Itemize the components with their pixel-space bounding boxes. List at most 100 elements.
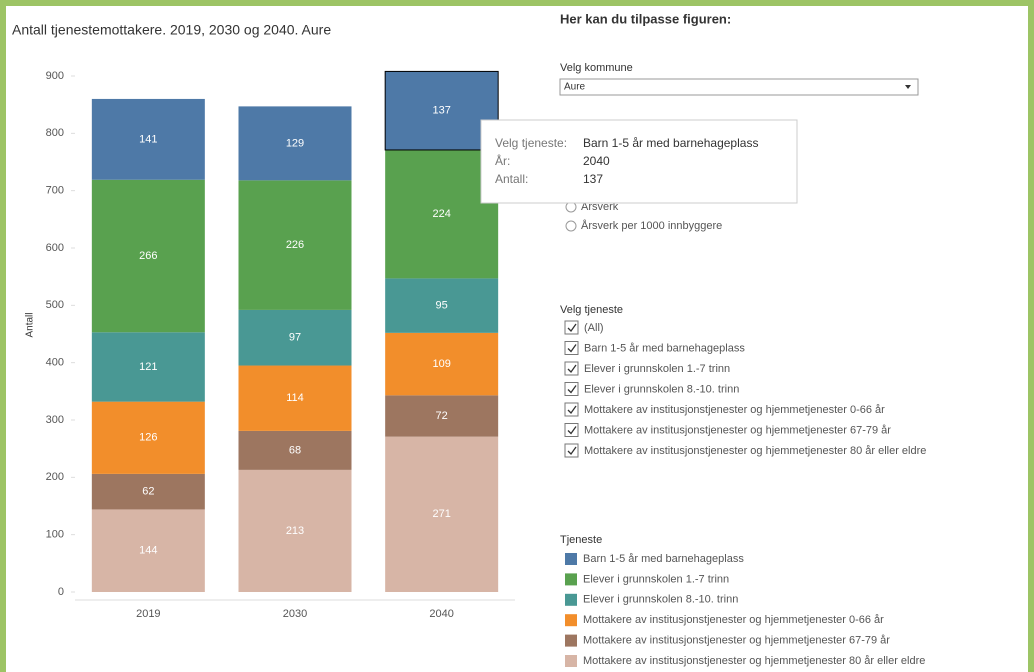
tooltip-value: Barn 1-5 år med barnehageplass	[583, 136, 758, 150]
radio[interactable]	[565, 220, 577, 232]
checkbox-label: Mottakere av institusjonstjenester og hj…	[584, 424, 891, 436]
value-label: 97	[289, 332, 301, 344]
checkbox-label: (All)	[584, 322, 604, 334]
checkbox[interactable]	[564, 382, 579, 396]
bar-segment[interactable]	[238, 106, 352, 181]
bar-segment[interactable]	[238, 180, 352, 310]
value-label: 137	[432, 105, 450, 117]
bar-segment[interactable]	[238, 469, 352, 592]
value-label: 224	[432, 208, 450, 220]
value-label: 213	[286, 525, 304, 537]
bar-segment[interactable]	[238, 365, 352, 431]
tooltip-value: 137	[583, 172, 603, 186]
legend-swatch	[565, 573, 577, 586]
x-tick-label: 2030	[283, 608, 307, 620]
check	[567, 446, 577, 456]
kommune-value: Aure	[564, 82, 586, 93]
y-tick-label: 600	[46, 242, 64, 254]
legend-swatch	[565, 634, 577, 647]
value-label: 271	[432, 508, 450, 520]
tooltip	[480, 119, 798, 204]
bar-segment[interactable]	[385, 436, 499, 592]
chart-title: Antall tjenestemottakere. 2019, 2030 og …	[12, 22, 331, 38]
radio-label: Årsverk per 1000 innbyggere	[581, 219, 722, 232]
x-tick-label: 2040	[429, 608, 453, 620]
checkbox[interactable]	[564, 423, 579, 437]
y-tick-label: 400	[46, 357, 64, 369]
legend-swatch	[565, 655, 577, 667]
checkbox-label: Elever i grunnskolen 1.-7 trinn	[584, 363, 730, 375]
tooltip-key: År:	[495, 153, 510, 168]
check	[567, 426, 577, 435]
check	[567, 323, 577, 333]
kommune-label: Velg kommune	[560, 62, 633, 74]
value-label: 129	[286, 137, 304, 149]
bar-segment[interactable]	[385, 149, 499, 279]
bar-segment[interactable]	[91, 179, 205, 333]
checkbox[interactable]	[564, 361, 579, 376]
bar-segment[interactable]	[91, 98, 205, 180]
bar-segment[interactable]	[91, 509, 205, 592]
value-label: 68	[289, 444, 301, 456]
bar-segment[interactable]	[91, 332, 205, 402]
checkbox[interactable]	[564, 320, 579, 335]
value-label: 144	[139, 545, 157, 557]
checkbox[interactable]	[564, 341, 579, 355]
legend-label: Mottakere av institusjonstjenester og hj…	[583, 655, 925, 667]
x-tick-label: 2019	[136, 608, 160, 620]
legend-swatch	[565, 553, 577, 565]
dropdown-arrow	[905, 85, 911, 89]
legend-label: Barn 1-5 år med barnehageplass	[583, 553, 744, 565]
checkbox-label: Elever i grunnskolen 8.-10. trinn	[584, 383, 739, 395]
y-tick-label: 900	[46, 70, 64, 82]
check	[567, 364, 577, 374]
y-tick-label: 500	[46, 299, 64, 311]
legend-label: Mottakere av institusjonstjenester og hj…	[583, 614, 884, 626]
bar-segment[interactable]	[238, 309, 352, 366]
kommune-dropdown[interactable]	[559, 78, 919, 96]
tooltip-value: 2040	[583, 154, 610, 168]
check	[567, 344, 577, 353]
value-label: 141	[139, 133, 157, 145]
checkbox-label: Mottakere av institusjonstjenester og hj…	[584, 404, 885, 416]
bar-segment[interactable]	[385, 395, 499, 437]
legend-label: Elever i grunnskolen 8.-10. trinn	[583, 594, 738, 606]
tjeneste-label: Velg tjeneste	[560, 304, 623, 316]
panel-heading: Her kan du tilpasse figuren:	[560, 11, 731, 26]
legend-swatch	[565, 593, 577, 606]
legend-title: Tjeneste	[560, 534, 602, 546]
checkbox[interactable]	[564, 443, 579, 458]
value-label: 126	[139, 432, 157, 444]
bar-segment[interactable]	[385, 332, 499, 396]
value-label: 226	[286, 239, 304, 251]
legend-label: Elever i grunnskolen 1.-7 trinn	[583, 573, 729, 585]
y-tick-label: 100	[46, 529, 64, 541]
check	[567, 405, 577, 415]
y-tick-label: 300	[46, 414, 64, 426]
checkbox-label: Barn 1-5 år med barnehageplass	[584, 342, 745, 354]
bar-segment[interactable]	[238, 430, 352, 470]
bar-segment[interactable]	[385, 278, 499, 333]
bar-segment[interactable]	[384, 70, 499, 151]
value-label: 62	[142, 486, 154, 498]
y-tick-label: 200	[46, 471, 64, 483]
value-label: 121	[139, 361, 157, 373]
value-label: 72	[436, 410, 448, 422]
value-label: 266	[139, 250, 157, 262]
checkbox[interactable]	[564, 402, 579, 417]
checkbox-label: Mottakere av institusjonstjenester og hj…	[584, 445, 926, 457]
value-label: 114	[286, 392, 304, 404]
value-label: 95	[436, 300, 448, 312]
y-axis-label: Antall	[25, 312, 36, 337]
tooltip-key: Antall:	[495, 172, 528, 186]
bar-segment[interactable]	[91, 401, 205, 474]
y-tick-label: 700	[46, 185, 64, 197]
check	[567, 385, 577, 394]
y-tick-label: 800	[46, 127, 64, 139]
tooltip-key: Velg tjeneste:	[495, 136, 567, 150]
bar-segment[interactable]	[91, 473, 205, 510]
y-tick-label: 0	[58, 586, 64, 598]
value-label: 109	[432, 358, 450, 370]
